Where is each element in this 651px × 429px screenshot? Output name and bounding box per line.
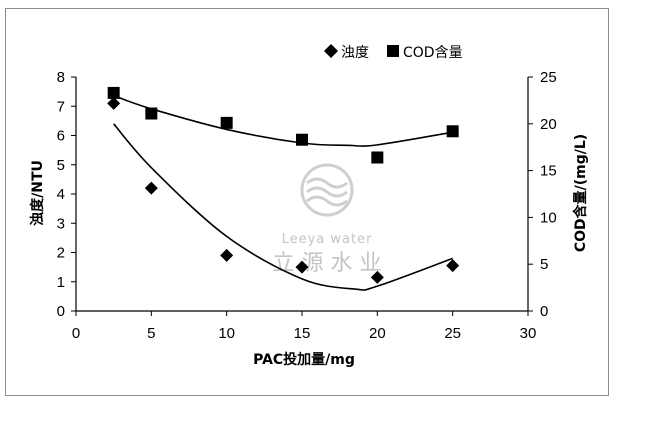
watermark: Leeya water 立 源 水 业: [273, 163, 382, 276]
y2-axis-title: COD含量/(mg/L): [572, 134, 589, 252]
x-tick-label: 0: [72, 325, 80, 342]
y-tick-label: 7: [57, 98, 65, 115]
y-tick-label: 8: [57, 69, 65, 86]
cod-point: [145, 107, 158, 120]
cod-point: [107, 86, 120, 99]
cod-point: [446, 125, 459, 138]
watermark-wave-3: [306, 195, 348, 207]
x-tick-label: 15: [294, 325, 311, 342]
y2-tick-label: 20: [540, 116, 557, 133]
x-tick-label: 30: [520, 325, 537, 342]
y-tick-label: 6: [57, 128, 65, 145]
turbidity-point: [220, 248, 234, 262]
turbidity-point: [144, 181, 158, 195]
x-axis-title: PAC投加量/mg: [253, 352, 355, 368]
y-tick-label: 3: [57, 215, 65, 232]
data-marks: [107, 86, 460, 284]
y2-tick-label: 5: [540, 256, 548, 273]
y2-tick-label: 15: [540, 163, 557, 180]
y2-tick-label: 0: [540, 303, 548, 320]
y-tick-label: 1: [57, 274, 65, 291]
y-tick-label: 0: [57, 303, 65, 320]
cod-point: [296, 133, 308, 146]
y-tick-label: 4: [57, 186, 65, 203]
legend: 浊度 COD含量: [324, 44, 463, 61]
y2-tick-label: 25: [540, 69, 557, 86]
y2-tick-label: 10: [540, 209, 557, 226]
x-tick-label: 25: [444, 325, 461, 342]
turbidity-point: [295, 260, 309, 274]
x-tick-label: 20: [369, 325, 386, 342]
chart-frame: [5, 8, 609, 396]
watermark-line1: Leeya water: [282, 232, 373, 247]
legend-label-turbidity: 浊度: [341, 45, 369, 61]
x-tick-label: 10: [218, 325, 235, 342]
turbidity-point: [370, 270, 384, 284]
turbidity-point: [446, 259, 460, 273]
turbidity-point: [107, 96, 121, 110]
watermark-line2: 立 源 水 业: [273, 251, 382, 276]
x-tick-label: 5: [147, 325, 155, 342]
y-tick-label: 5: [57, 157, 65, 174]
watermark-wave-1: [306, 177, 348, 189]
legend-label-cod: COD含量: [403, 45, 463, 61]
turbidity-trendline: [113, 123, 453, 291]
cod-trendline: [113, 94, 453, 147]
watermark-wave-2: [306, 186, 348, 198]
y-tick-label: 2: [57, 245, 65, 262]
cod-point: [220, 116, 233, 129]
y-axis-title: 浊度/NTU: [29, 160, 46, 226]
legend-square-icon: [387, 45, 399, 57]
watermark-logo-icon: [300, 163, 354, 217]
cod-point: [371, 151, 384, 164]
legend-diamond-icon: [324, 44, 338, 58]
